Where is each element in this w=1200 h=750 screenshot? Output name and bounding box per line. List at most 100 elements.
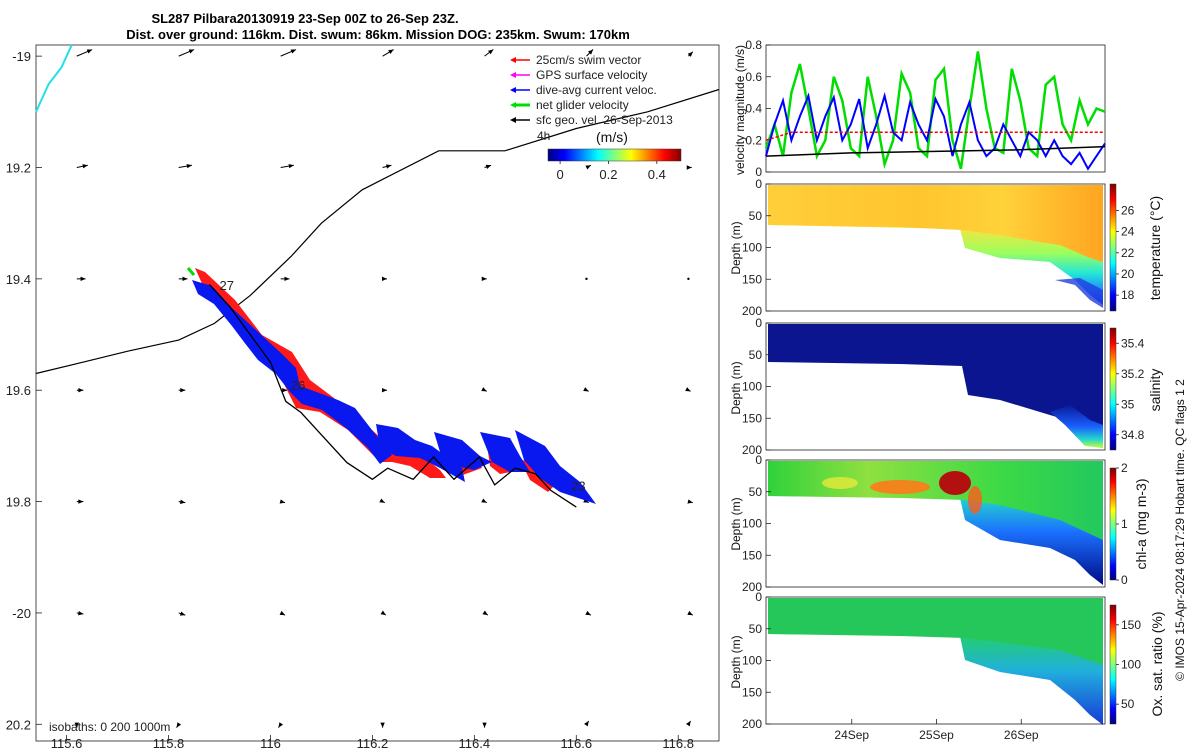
chla-max-patch-2 <box>939 471 971 495</box>
depth-tick-label: 200 <box>742 580 762 594</box>
map-x-tick-label: 116.8 <box>662 736 694 750</box>
current-arrow <box>484 49 494 57</box>
velocity-series-line <box>765 131 1105 142</box>
depth-tick-label: 100 <box>742 241 762 255</box>
map-colorbar-label: (m/s) <box>596 129 628 145</box>
current-arrow <box>585 610 592 616</box>
temperature-bottom-blue <box>1055 278 1103 308</box>
oxygen-colorbar-ticks: 50 100 150 <box>1116 618 1141 711</box>
colorbar-tick-label: 35.4 <box>1121 336 1145 350</box>
salinity-colorbar-ticks: 34.8 35 35.2 35.4 <box>1116 336 1145 442</box>
oxygen-colorbar <box>1109 604 1117 725</box>
current-arrow <box>380 722 385 728</box>
depth-tick-label: 100 <box>742 517 762 531</box>
current-arrow <box>686 720 692 727</box>
chla-mid-patch <box>822 477 858 489</box>
legend-label: sfc geo. vel. 26-Sep-2013 <box>536 113 673 127</box>
date-tick-label: 25Sep <box>919 728 954 742</box>
current-arrow <box>687 51 694 57</box>
colorbar-tick-label: 2 <box>1121 461 1128 475</box>
temperature-surface-field <box>768 185 1103 262</box>
colorbar-tick-label: 18 <box>1121 288 1135 302</box>
current-arrow <box>586 49 594 57</box>
map-y-tick-label: -20 <box>12 606 31 621</box>
depth-tick-label: 100 <box>742 380 762 394</box>
current-arrow <box>178 388 186 393</box>
isobath-line <box>35 88 720 375</box>
oxygen-deep-field <box>768 634 1103 725</box>
depth-tick-label: 50 <box>749 209 763 223</box>
depth-tick-label: 150 <box>742 272 762 286</box>
map-x-tick-label: 116.2 <box>357 736 389 750</box>
temperature-y-label: Depth (m) <box>729 221 743 274</box>
current-arrow <box>76 499 84 504</box>
blue-swath-1 <box>192 280 392 464</box>
current-arrow <box>381 388 387 393</box>
chla-ticks: 0 50 100 150 200 <box>742 453 771 594</box>
track-day-labels: 27 26 23 <box>219 278 585 493</box>
map-x-tick-label: 116 <box>260 736 281 750</box>
current-arrow <box>74 722 79 728</box>
current-arrow <box>585 277 588 281</box>
velocity-y-ticks: 0 0.2 0.4 0.6 0.8 <box>745 38 771 179</box>
salinity-field <box>768 324 1103 448</box>
depth-tick-label: 100 <box>742 654 762 668</box>
current-arrow <box>280 49 297 57</box>
colorbar-tick-label: 26 <box>1121 203 1135 217</box>
current-arrow <box>379 498 386 504</box>
depth-tick-label: 150 <box>742 548 762 562</box>
current-arrow <box>280 276 290 282</box>
map-y-ticks: -19 19.2 19.4 19.6 19.8 -20 20.2 <box>6 49 42 732</box>
depth-tick-label: 200 <box>742 443 762 457</box>
temperature-colorbar-ticks: 18 20 22 24 26 <box>1116 203 1135 302</box>
current-arrow <box>178 49 195 57</box>
oxygen-panel: 0 50 100 150 200 50 100 150 Ox. sat. ratio (%)… <box>729 590 1165 742</box>
oxygen-surface-field <box>768 598 1103 665</box>
colorbar-tick-label: 35 <box>1121 397 1135 411</box>
legend-label: 25cm/s swim vector <box>536 53 641 67</box>
salinity-colorbar <box>1109 327 1117 451</box>
current-arrow <box>280 163 294 169</box>
current-arrow <box>482 610 489 616</box>
current-arrow <box>484 164 492 169</box>
salinity-colorbar-label: salinity <box>1147 369 1163 412</box>
blue-swath-3 <box>434 432 492 470</box>
net-glider-velocity-mark <box>186 267 196 276</box>
map-x-ticks: 115.6 115.8 116 116.2 116.4 116.6 116.8 <box>51 735 694 750</box>
legend-entry: GPS surface velocity <box>510 68 647 82</box>
current-arrow <box>76 611 84 616</box>
colorbar-tick-label: 34.8 <box>1121 428 1145 442</box>
legend-entry: sfc geo. vel. 26-Sep-2013 <box>510 113 673 127</box>
chla-colorbar <box>1109 467 1117 581</box>
glider-track <box>208 283 577 508</box>
velocity-series-line <box>765 145 1106 157</box>
map-y-tick-label: 19.6 <box>6 383 31 398</box>
track-day-label: 26 <box>291 378 305 393</box>
current-arrows <box>74 49 694 728</box>
current-arrow <box>380 610 387 616</box>
current-arrow <box>76 164 88 169</box>
colorbar-tick-label: 24 <box>1121 225 1135 239</box>
temperature-deep-field <box>768 225 1103 305</box>
velocity-y-tick-label: 0.2 <box>745 133 762 147</box>
velocity-y-tick-label: 0.6 <box>745 70 762 84</box>
colorbar-tick-label: 150 <box>1121 618 1141 632</box>
chla-y-label: Depth (m) <box>729 497 743 550</box>
legend-label: net glider velocity <box>536 98 629 112</box>
depth-tick-label: 50 <box>749 622 763 636</box>
current-arrow <box>481 387 487 392</box>
current-arrow <box>381 276 387 282</box>
date-tick-label: 24Sep <box>834 728 869 742</box>
velocity-series-line <box>764 51 1106 170</box>
current-arrow <box>279 610 286 616</box>
depth-tick-label: 0 <box>755 177 762 191</box>
salinity-deep-field <box>1050 405 1103 448</box>
velocity-panel: 0 0.2 0.4 0.6 0.8 velocity magnitude (m/s) <box>733 38 1106 179</box>
depth-tick-label: 0 <box>755 453 762 467</box>
depth-tick-label: 200 <box>742 717 762 731</box>
track-day-label: 27 <box>219 278 233 293</box>
isobath-label: isobaths: 0 200 1000m <box>49 720 170 734</box>
colorbar-tick-label: 50 <box>1121 697 1135 711</box>
current-arrow <box>585 164 592 170</box>
